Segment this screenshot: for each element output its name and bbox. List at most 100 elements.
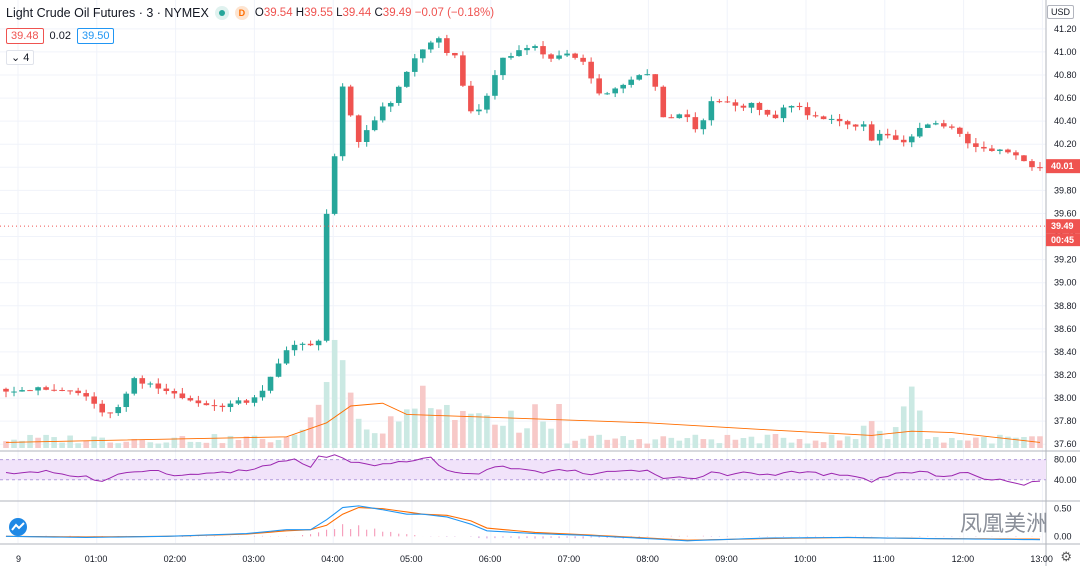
candle-43 [347,86,354,116]
volume-bar-91 [732,439,739,448]
volume-bar-59 [476,413,482,448]
volume-bar-11 [91,436,97,448]
ask-button[interactable]: 39.50 [76,28,115,44]
volume-bar-0 [3,441,9,448]
volume-bar-112 [900,406,907,448]
candle-1 [11,391,17,393]
volume-bar-108 [868,421,875,448]
time-tick-label: 06:00 [479,554,502,564]
candle-75 [604,93,610,95]
volume-bar-61 [492,424,498,448]
candle-67 [540,46,546,55]
volume-bar-14 [115,443,122,448]
gear-icon[interactable]: ⚙ [1060,549,1072,564]
candle-76 [612,88,618,94]
candle-12 [99,403,105,413]
price-tick-label: 38.20 [1054,370,1077,380]
candle-48 [387,102,394,107]
candle-71 [572,53,578,58]
candle-86 [692,117,699,130]
green-dot-icon [214,6,229,20]
volume-bar-95 [764,434,771,448]
candle-103 [828,118,835,120]
candle-120 [965,133,971,144]
price-tick-label: 38.60 [1054,324,1077,334]
volume-bar-68 [548,428,554,448]
volume-bar-80 [644,443,651,448]
volume-bar-9 [75,443,81,448]
candle-123 [989,148,995,152]
candle-7 [59,389,65,391]
volume-bar-16 [131,438,138,448]
candle-79 [636,75,643,80]
candle-35 [283,350,290,364]
candle-14 [115,407,122,414]
volume-bar-20 [163,442,170,448]
candle-58 [468,85,474,112]
candle-56 [452,52,458,56]
volume-bar-93 [748,436,755,448]
candle-60 [484,95,490,110]
volume-ma-line [5,402,1041,443]
candle-126 [1013,152,1019,156]
candle-108 [868,124,875,141]
candle-17 [139,378,146,384]
volume-bar-47 [379,433,386,448]
indicators-toggle[interactable]: ⌄ 4 [6,50,35,65]
volume-bar-51 [411,408,418,448]
macd-tick-label: 0.00 [1054,531,1072,541]
volume-bar-100 [804,443,811,448]
volume-bar-10 [83,440,89,448]
candle-124 [997,149,1003,152]
candle-33 [267,376,274,391]
volume-bar-13 [107,442,114,448]
candle-92 [740,105,747,108]
candle-45 [363,130,370,142]
candle-78 [628,79,635,85]
volume-bar-88 [708,439,715,448]
candle-84 [676,114,683,119]
candle-50 [403,71,410,87]
candle-51 [411,58,418,72]
candle-28 [227,403,234,408]
time-tick-label: 03:00 [242,554,265,564]
volume-bar-23 [187,441,194,448]
volume-bar-92 [740,438,747,448]
volume-bar-109 [876,430,883,448]
time-tick-label: 07:00 [558,554,581,564]
candle-87 [700,120,707,130]
time-tick-label: 04:00 [321,554,344,564]
volume-bar-114 [916,410,923,448]
volume-bar-110 [884,439,891,448]
time-tick-label: 02:00 [164,554,187,564]
candle-66 [532,46,538,48]
volume-bar-37 [299,429,306,448]
volume-bar-73 [588,435,594,448]
volume-bar-7 [59,442,65,448]
chevron-down-icon: ⌄ [11,52,21,64]
candle-121 [973,143,979,147]
currency-label[interactable]: USD [1046,5,1074,19]
symbol-title[interactable]: Light Crude Oil Futures · 3 · NYMEX [6,6,209,20]
time-tick-label: 13:00 [1030,554,1053,564]
candle-16 [131,378,138,394]
volume-bar-19 [155,443,162,448]
last-price-tag [1046,159,1080,174]
candle-22 [179,393,186,399]
bid-button[interactable]: 39.48 [6,28,44,44]
delayed-badge[interactable]: D [234,6,249,20]
candle-110 [884,133,891,136]
volume-bar-54 [436,409,442,448]
tradingview-logo-icon[interactable] [8,518,28,536]
candle-89 [716,101,723,103]
volume-bar-28 [227,435,234,448]
candle-80 [644,74,651,76]
volume-bar-75 [604,439,610,448]
volume-bar-81 [652,439,659,448]
candle-81 [652,74,659,87]
candle-26 [211,405,218,407]
volume-bar-123 [989,443,995,448]
price-tick-label: 38.80 [1054,301,1077,311]
candle-93 [748,102,755,108]
